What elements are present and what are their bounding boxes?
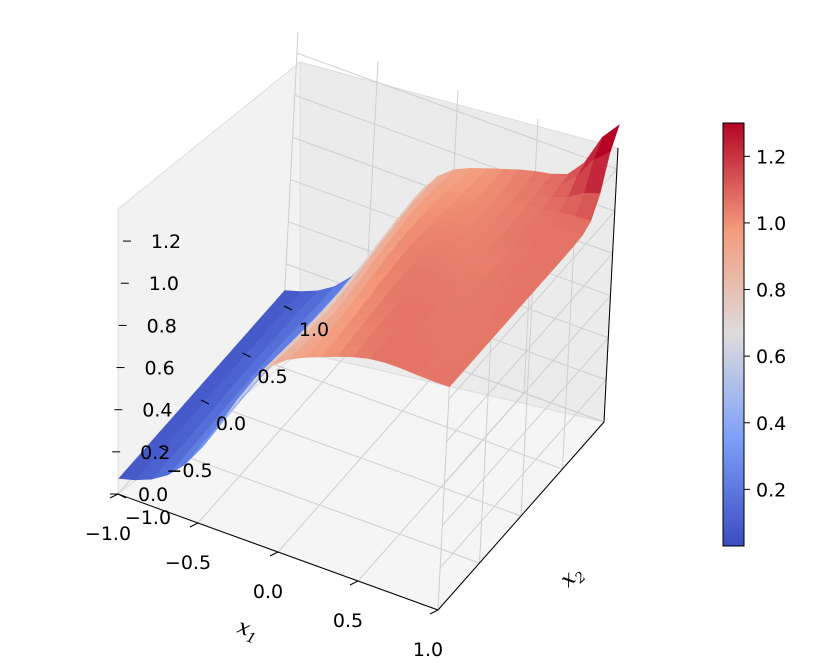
surface-mesh (118, 124, 620, 481)
z-tick-label: 0.4 (142, 400, 172, 422)
axis-ticks: −1.0−0.50.00.51.0−1.0−0.50.00.51.00.00.2… (85, 231, 443, 661)
grid-line-left-z (448, 210, 616, 400)
colorbar-tick-label: 0.6 (756, 346, 786, 368)
surface-patch (118, 468, 144, 481)
x2-tick-label: 0.5 (257, 366, 287, 388)
x1-tick-label: 0.5 (333, 610, 363, 632)
colorbar-ticks: 0.2 0.4 0.6 0.8 1.0 1.2 (744, 146, 786, 501)
x2-tick-label: −1.0 (125, 507, 171, 529)
x2-tick (283, 305, 293, 311)
colorbar-tick-label: 0.2 (756, 479, 786, 501)
z-axis-line (603, 147, 619, 423)
grid-line-left-z (444, 295, 611, 484)
x2-tick-label: 1.0 (299, 319, 329, 341)
x1-tick-label: −1.0 (85, 523, 131, 545)
x1-axis-label: x1 (233, 614, 262, 647)
grid-line-back-z (296, 52, 618, 170)
z-tick-label: 1.2 (151, 231, 181, 253)
x2-tick-label: −0.5 (166, 460, 212, 482)
x1-tick (269, 551, 279, 557)
grid-line-left-z (446, 253, 613, 442)
z-tick-label: 1.0 (149, 273, 179, 295)
grid-line-left-z (441, 337, 609, 527)
z-tick-label: 0.2 (140, 442, 170, 464)
x1-tick-label: 1.0 (413, 639, 443, 661)
x2-axis-line (437, 421, 605, 611)
z-tick-label: 0.6 (144, 358, 174, 380)
x2-tick (200, 399, 210, 405)
colorbar-tick-label: 1.2 (756, 146, 786, 168)
z-tick-label: 0.0 (138, 484, 168, 506)
colorbar-tick-label: 0.4 (756, 413, 786, 435)
x1-tick (349, 580, 359, 586)
x2-tick (242, 352, 251, 358)
x2-tick (159, 446, 168, 452)
grid-line-back-x1 (283, 31, 299, 307)
z-tick-label: 0.8 (147, 315, 177, 337)
x1-tick-label: −0.5 (165, 552, 211, 574)
colorbar-tick-label: 0.8 (756, 280, 786, 302)
x1-tick (429, 609, 439, 615)
x2-tick-label: 0.0 (216, 413, 246, 435)
colorbar (722, 122, 745, 547)
x2-axis-label: x2 (555, 560, 589, 595)
x1-tick-label: 0.0 (253, 581, 283, 603)
x1-tick (109, 493, 119, 499)
x1-tick (189, 522, 199, 528)
colorbar-tick-label: 1.0 (756, 213, 786, 235)
x2-tick (117, 493, 127, 499)
grid-line-left-z (439, 379, 607, 569)
